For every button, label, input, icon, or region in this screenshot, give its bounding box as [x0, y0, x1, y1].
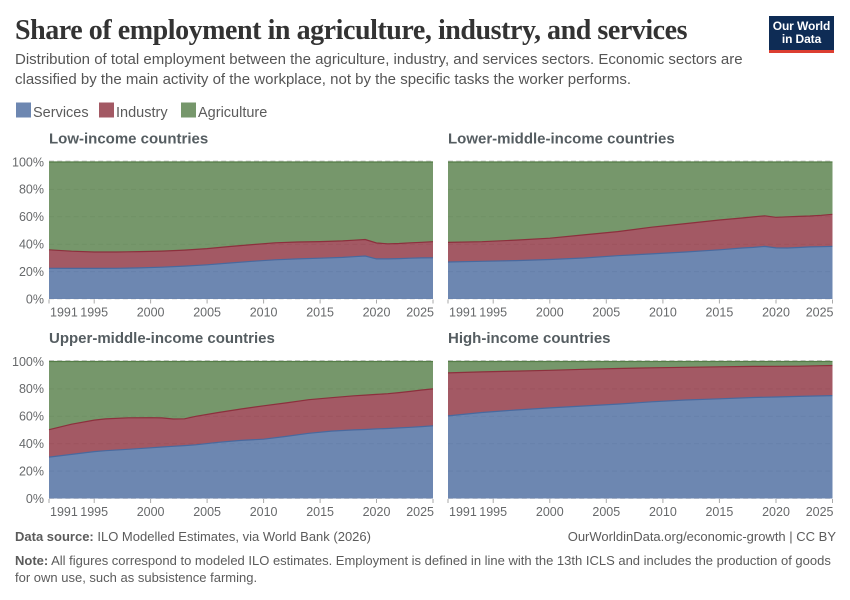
- svg-text:1991: 1991: [50, 505, 78, 519]
- svg-text:80%: 80%: [19, 183, 44, 197]
- svg-text:1991: 1991: [449, 505, 477, 519]
- svg-text:Upper-middle-income countries: Upper-middle-income countries: [49, 330, 275, 347]
- svg-text:2020: 2020: [363, 505, 391, 519]
- svg-text:2025: 2025: [806, 505, 834, 519]
- svg-text:100%: 100%: [12, 355, 44, 369]
- svg-text:20%: 20%: [19, 265, 44, 279]
- svg-text:1995: 1995: [479, 505, 507, 519]
- svg-text:2000: 2000: [137, 505, 165, 519]
- svg-text:100%: 100%: [12, 155, 44, 169]
- svg-text:2010: 2010: [649, 305, 677, 319]
- svg-text:1991: 1991: [449, 305, 477, 319]
- svg-text:2015: 2015: [306, 505, 334, 519]
- svg-text:40%: 40%: [19, 437, 44, 451]
- svg-text:1995: 1995: [479, 305, 507, 319]
- svg-text:80%: 80%: [19, 382, 44, 396]
- svg-text:Agriculture: Agriculture: [198, 105, 267, 121]
- svg-text:2000: 2000: [536, 505, 564, 519]
- svg-text:0%: 0%: [26, 492, 44, 506]
- svg-text:Services: Services: [33, 105, 89, 121]
- svg-text:2005: 2005: [592, 305, 620, 319]
- svg-text:60%: 60%: [19, 410, 44, 424]
- svg-text:2010: 2010: [250, 505, 278, 519]
- svg-text:60%: 60%: [19, 210, 44, 224]
- svg-text:2025: 2025: [806, 305, 834, 319]
- svg-text:2005: 2005: [193, 305, 221, 319]
- svg-text:2000: 2000: [137, 305, 165, 319]
- svg-text:2020: 2020: [762, 505, 790, 519]
- svg-text:2020: 2020: [762, 305, 790, 319]
- svg-text:2005: 2005: [193, 505, 221, 519]
- svg-text:1995: 1995: [80, 505, 108, 519]
- svg-text:2010: 2010: [649, 505, 677, 519]
- svg-text:40%: 40%: [19, 238, 44, 252]
- svg-text:20%: 20%: [19, 464, 44, 478]
- svg-text:Lower-middle-income countries: Lower-middle-income countries: [448, 130, 675, 147]
- svg-text:2015: 2015: [705, 505, 733, 519]
- svg-text:2025: 2025: [406, 305, 434, 319]
- svg-text:High-income countries: High-income countries: [448, 330, 611, 347]
- svg-text:2000: 2000: [536, 305, 564, 319]
- svg-text:2005: 2005: [592, 505, 620, 519]
- svg-text:2010: 2010: [250, 305, 278, 319]
- svg-text:2020: 2020: [363, 305, 391, 319]
- svg-text:2015: 2015: [705, 305, 733, 319]
- svg-text:2025: 2025: [406, 505, 434, 519]
- svg-text:1991: 1991: [50, 305, 78, 319]
- svg-text:Industry: Industry: [116, 105, 168, 121]
- svg-text:Low-income countries: Low-income countries: [49, 130, 208, 147]
- svg-text:1995: 1995: [80, 305, 108, 319]
- svg-text:2015: 2015: [306, 305, 334, 319]
- svg-text:0%: 0%: [26, 292, 44, 306]
